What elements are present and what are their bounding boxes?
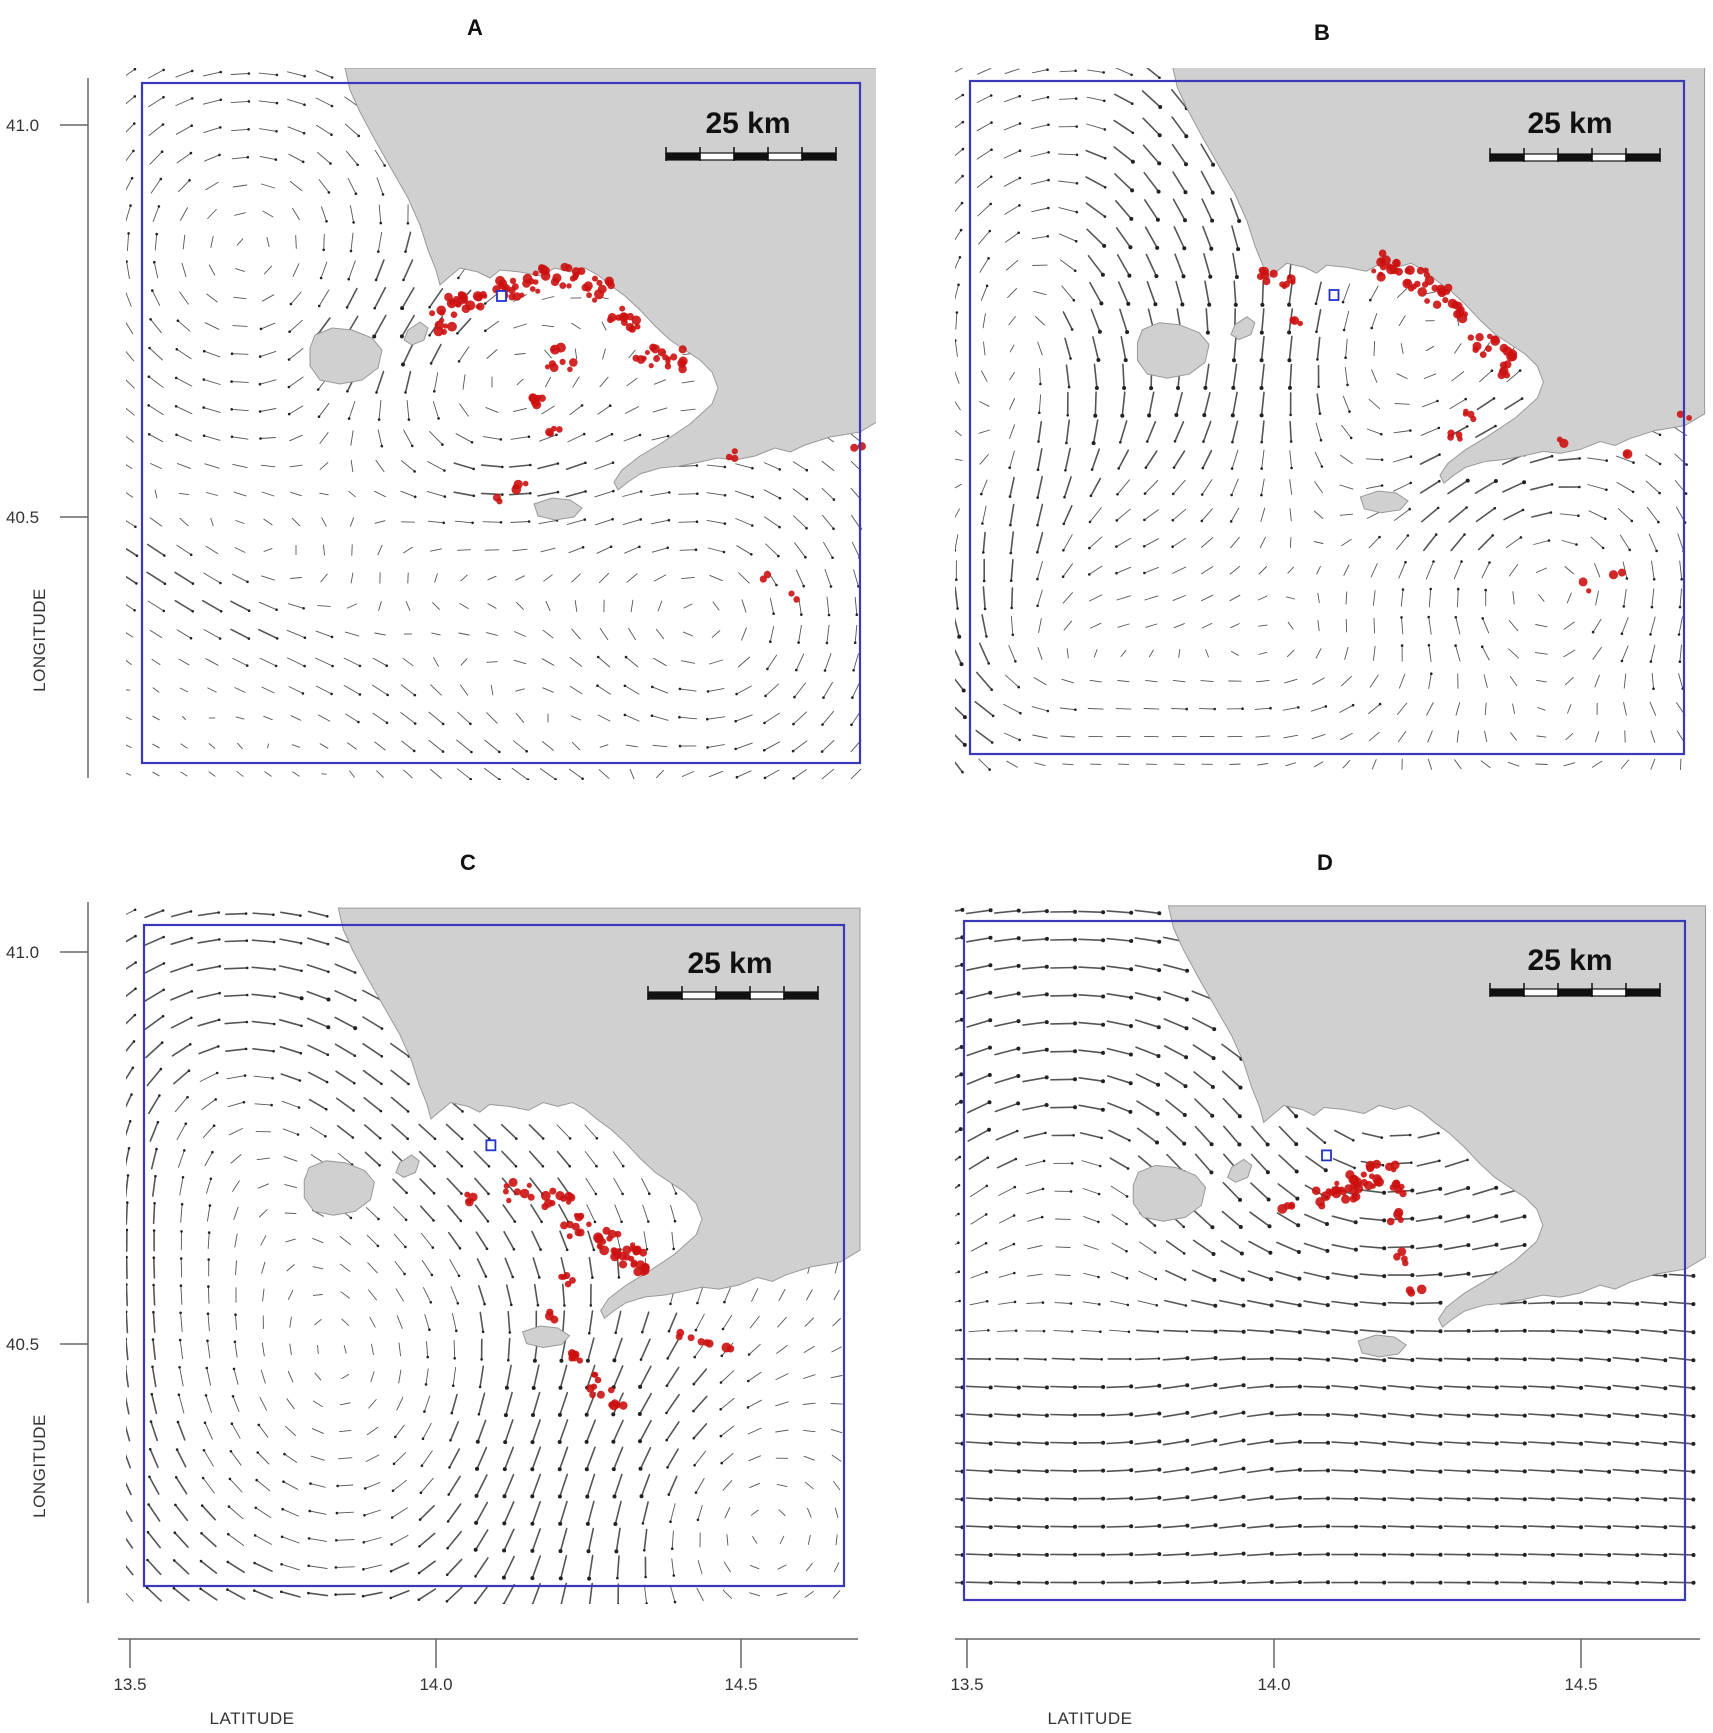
y-axis-bottom bbox=[60, 902, 89, 1603]
panel-b-label: B bbox=[1314, 20, 1330, 45]
island-ischia-a bbox=[309, 327, 383, 385]
current-vectors-a bbox=[126, 68, 862, 780]
map-panel-b bbox=[955, 68, 1706, 774]
x-tick-140-left: 14.0 bbox=[419, 1675, 452, 1694]
particles-c bbox=[464, 1177, 735, 1411]
mainland-c bbox=[337, 907, 861, 1320]
island-capri-b bbox=[1359, 490, 1409, 514]
y-axis-label-top: LONGITUDE bbox=[30, 588, 49, 692]
release-point-d bbox=[1321, 1149, 1332, 1162]
domain-box-c bbox=[142, 923, 846, 1588]
scale-label-a: 25 km bbox=[705, 107, 790, 140]
domain-box-d bbox=[962, 919, 1687, 1602]
scale-bar-b: 25 km bbox=[1489, 107, 1661, 162]
scale-bar-d: 25 km bbox=[1489, 944, 1661, 997]
island-capri-a bbox=[533, 497, 583, 521]
island-ischia-c bbox=[303, 1160, 375, 1216]
panel-c-label: C bbox=[460, 850, 476, 875]
x-axis-left bbox=[118, 1638, 858, 1668]
current-vectors-c bbox=[126, 908, 843, 1604]
mainland-d bbox=[1167, 905, 1707, 1328]
mainland-b bbox=[1172, 68, 1706, 484]
island-procida-d bbox=[1226, 1158, 1253, 1183]
map-panel-d bbox=[955, 905, 1707, 1585]
island-capri-d bbox=[1357, 1334, 1408, 1358]
x-tick-140-right: 14.0 bbox=[1257, 1675, 1290, 1694]
y-axis-top bbox=[60, 78, 89, 778]
panel-d-label: D bbox=[1317, 850, 1333, 875]
x-axis-label-right: LATITUDE bbox=[1048, 1709, 1133, 1728]
current-vectors-d bbox=[955, 907, 1696, 1585]
island-procida-a bbox=[403, 321, 429, 346]
domain-box-b bbox=[968, 79, 1686, 756]
x-axis-label-left: LATITUDE bbox=[210, 1709, 295, 1728]
x-tick-145-right: 14.5 bbox=[1564, 1675, 1597, 1694]
island-ischia-b bbox=[1136, 322, 1210, 379]
release-point-a bbox=[496, 290, 507, 302]
release-point-c bbox=[485, 1139, 497, 1152]
x-tick-135-right: 13.5 bbox=[950, 1675, 983, 1694]
map-panel-a bbox=[126, 68, 876, 780]
map-panel-c bbox=[126, 907, 861, 1604]
island-capri-c bbox=[522, 1325, 571, 1348]
x-tick-135-left: 13.5 bbox=[113, 1675, 146, 1694]
y-tick-41-bottom: 41.0 bbox=[6, 943, 39, 962]
y-tick-41-top: 41.0 bbox=[6, 116, 39, 135]
domain-box-a bbox=[140, 81, 862, 765]
island-ischia-d bbox=[1132, 1164, 1207, 1222]
scale-label-c: 25 km bbox=[687, 947, 772, 980]
particles-d bbox=[1277, 1159, 1427, 1297]
y-tick-405-top: 40.5 bbox=[6, 508, 39, 527]
x-axis-right bbox=[955, 1638, 1700, 1668]
scale-label-d: 25 km bbox=[1527, 944, 1612, 977]
y-axis-label-bottom: LONGITUDE bbox=[30, 1414, 49, 1518]
island-procida-b bbox=[1230, 316, 1256, 341]
panel-a-label: A bbox=[467, 15, 483, 40]
scale-label-b: 25 km bbox=[1527, 107, 1612, 140]
particles-b bbox=[1256, 249, 1692, 594]
x-tick-145-left: 14.5 bbox=[724, 1675, 757, 1694]
y-tick-405-bottom: 40.5 bbox=[6, 1335, 39, 1354]
scale-bar-c: 25 km bbox=[647, 947, 819, 1000]
island-procida-c bbox=[395, 1154, 420, 1178]
release-point-b bbox=[1328, 289, 1340, 301]
scale-bar-a: 25 km bbox=[665, 107, 837, 161]
